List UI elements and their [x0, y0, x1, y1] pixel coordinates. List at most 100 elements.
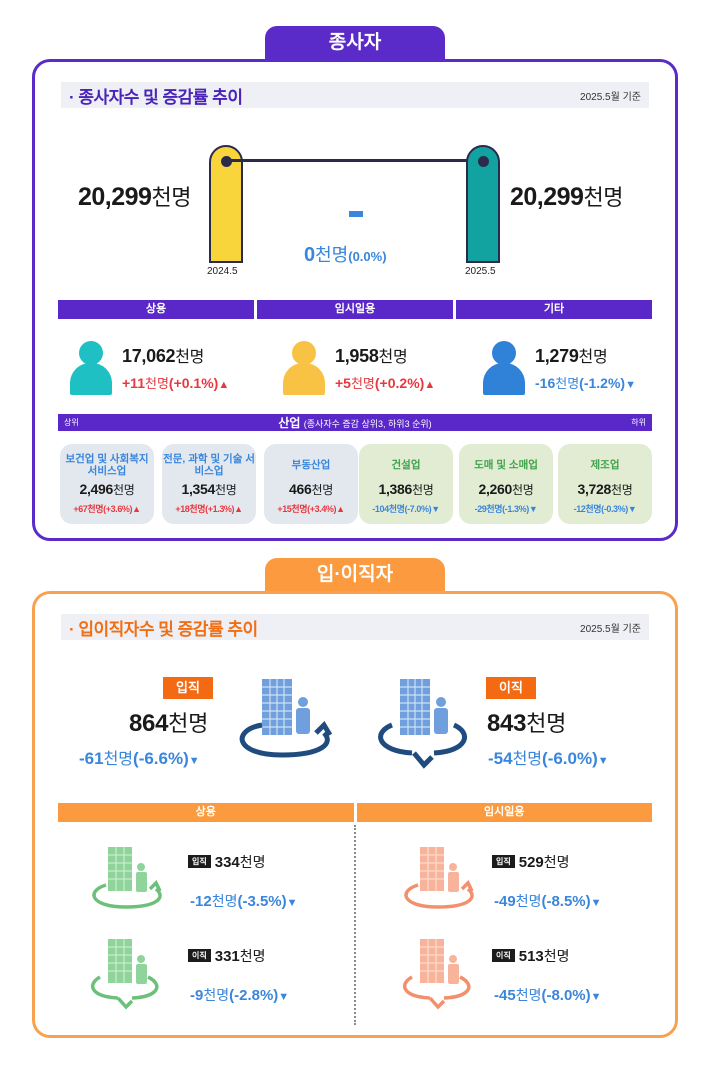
category-header-other: 기타 [456, 300, 652, 319]
temporary-separations: 이직 513천명 [492, 946, 570, 966]
column-divider [354, 825, 356, 1025]
employment-type-bar: 상용 임시일용 기타 [58, 300, 652, 319]
period-label-2024: 2024.5 [207, 266, 238, 277]
value: 20,299 [510, 183, 584, 211]
industry-delta: -29천명(-1.3%)▼ [474, 504, 538, 514]
change-value: 0 [304, 244, 316, 266]
pillar-2025 [466, 145, 500, 263]
regular-hires-delta: -12천명(-3.5%)▼ [190, 893, 298, 910]
regular-separations: 이직 331천명 [188, 946, 266, 966]
industry-name: 건설업 [391, 459, 421, 471]
industry-name: 제조업 [590, 459, 620, 471]
category-delta: +5천명(+0.2%)▲ [335, 375, 436, 391]
industry-card: 도매 및 소매업 2,260천명 -29천명(-1.3%)▼ [459, 444, 553, 524]
hire-tag: 입직 [492, 855, 515, 868]
category-header-temporary: 임시일용 [356, 803, 652, 822]
bottom-label: 하위 [631, 418, 646, 427]
turnover-section-title: · 입이직자수 및 증감률 추이 [69, 619, 258, 639]
arrow-down-icon: ▼ [528, 504, 538, 514]
industry-name: 부동산업 [291, 459, 331, 471]
arrow-down-icon: ▼ [590, 897, 602, 909]
pillar-dot [478, 156, 489, 167]
temporary-separations-delta: -45천명(-8.0%)▼ [494, 987, 602, 1004]
industry-title: 산업 (종사자수 증감 상위3, 하위3 순위) [278, 416, 432, 430]
turnover-basis-date: 2025.5월 기준 [580, 623, 641, 635]
change-unit: 천명 [315, 245, 349, 265]
hires-delta: -61천명(-6.6%)▼ [79, 749, 200, 768]
industry-name: 전문, 과학 및 기술 서비스업 [163, 453, 255, 477]
industry-value: 3,728천명 [577, 481, 633, 497]
unit: 천명 [583, 185, 623, 210]
employees-2025-total: 20,299천명 [510, 180, 623, 212]
employees-basis-date: 2025.5월 기준 [580, 91, 641, 103]
industry-card: 전문, 과학 및 기술 서비스업 1,354천명 +18천명(+1.3%)▲ [162, 444, 256, 524]
person-icon [483, 341, 525, 395]
temporary-separation-icon [398, 935, 478, 1015]
hire-tag: 입직 [188, 855, 211, 868]
arrow-down-icon: ▼ [278, 991, 290, 1003]
industry-delta: +67천명(+3.6%)▲ [73, 504, 141, 514]
arrow-down-icon: ▼ [597, 755, 609, 767]
regular-hires: 입직 334천명 [188, 852, 266, 872]
industry-name: 보건업 및 사회복지 서비스업 [65, 453, 149, 477]
category-header-temporary: 임시일용 [257, 300, 453, 319]
unit: 천명 [151, 185, 191, 210]
arrow-down-icon: ▼ [188, 755, 200, 767]
value: 20,299 [78, 183, 152, 211]
arrow-down-icon: ▼ [627, 504, 637, 514]
turnover-type-bar: 상용 임시일용 [58, 803, 652, 822]
pillar-2024 [209, 145, 243, 263]
turnover-tab: 입·이직자 [265, 558, 445, 592]
category-value: 17,062천명 [122, 346, 205, 366]
industry-value: 1,386천명 [378, 481, 434, 497]
separations-total: 843천명 [487, 710, 567, 737]
regular-hire-icon [86, 843, 166, 918]
industry-header-bar: 상위 산업 (종사자수 증감 상위3, 하위3 순위) 하위 [58, 414, 652, 431]
employees-2024-total: 20,299천명 [78, 180, 191, 212]
hires-total: 864천명 [129, 710, 209, 737]
person-icon [70, 341, 112, 395]
arrow-down-icon: ▼ [431, 504, 440, 514]
employees-total-change: 0천명(0.0%) [304, 241, 387, 267]
temporary-hires-delta: -49천명(-8.5%)▼ [494, 893, 602, 910]
arrow-up-icon: ▲ [424, 379, 436, 391]
top-label: 상위 [64, 418, 79, 427]
period-label-2025: 2025.5 [465, 266, 496, 277]
category-value: 1,958천명 [335, 346, 408, 366]
category-other: 1,279천명 -16천명(-1.2%)▼ [483, 341, 636, 395]
arrow-up-icon: ▲ [234, 504, 243, 514]
industry-delta: -12천명(-0.3%)▼ [573, 504, 637, 514]
category-delta: -16천명(-1.2%)▼ [535, 375, 636, 391]
hires-badge: 입직 [163, 677, 213, 699]
industry-name: 도매 및 소매업 [474, 459, 538, 471]
arrow-down-icon: ▼ [625, 379, 636, 391]
hire-building-icon [232, 675, 337, 770]
change-pct: (0.0%) [348, 249, 387, 264]
industry-value: 466천명 [289, 481, 333, 497]
regular-separation-icon [86, 935, 166, 1015]
employees-title-bar: · 종사자수 및 증감률 추이 2025.5월 기준 [61, 82, 649, 108]
industry-value: 2,260천명 [478, 481, 534, 497]
arrow-up-icon: ▲ [218, 379, 230, 391]
category-delta: +11천명(+0.1%)▲ [122, 375, 230, 391]
arrow-up-icon: ▲ [132, 504, 141, 514]
separation-tag: 이직 [492, 949, 515, 962]
turnover-title-bar: · 입이직자수 및 증감률 추이 2025.5월 기준 [61, 614, 649, 640]
trend-connector-line [228, 159, 484, 162]
category-header-regular: 상용 [58, 300, 254, 319]
category-value: 1,279천명 [535, 346, 608, 366]
industry-value: 1,354천명 [181, 481, 237, 497]
separation-tag: 이직 [188, 949, 211, 962]
person-icon [283, 341, 325, 395]
industry-value: 2,496천명 [79, 481, 135, 497]
temporary-hires: 입직 529천명 [492, 852, 570, 872]
category-header-regular: 상용 [58, 803, 354, 822]
pillar-dot [221, 156, 232, 167]
arrow-up-icon: ▲ [336, 504, 345, 514]
industry-delta: +18천명(+1.3%)▲ [175, 504, 243, 514]
industry-delta: -104천명(-7.0%)▼ [372, 504, 440, 514]
industry-card: 건설업 1,386천명 -104천명(-7.0%)▼ [359, 444, 453, 524]
no-change-dash-icon [349, 211, 363, 217]
temporary-hire-icon [398, 843, 478, 918]
separations-delta: -54천명(-6.0%)▼ [488, 749, 609, 768]
